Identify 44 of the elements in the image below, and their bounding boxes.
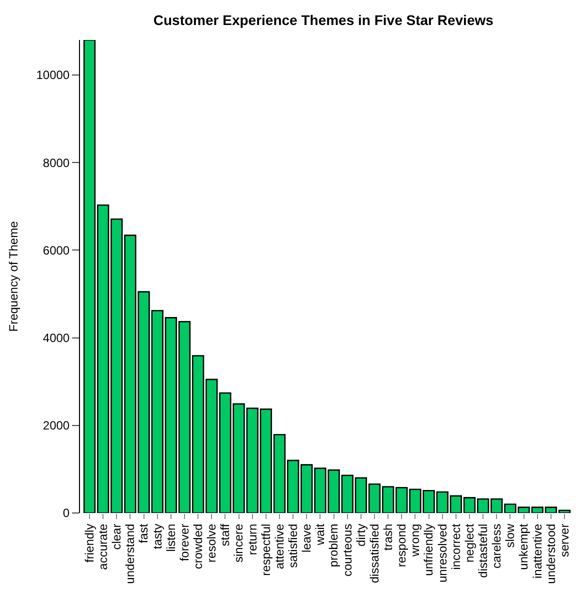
- x-tick-label: server: [557, 524, 572, 558]
- x-tick-label: incorrect: [448, 523, 463, 570]
- x-tick-label: unkempt: [516, 523, 531, 570]
- x-tick-label: careless: [490, 524, 504, 568]
- x-tick-label: crowded: [190, 524, 205, 570]
- x-tick-label: dissatisfied: [367, 524, 382, 584]
- x-tick-label: dirty: [354, 524, 368, 546]
- x-tick-label: understood: [544, 524, 558, 584]
- x-tick-label: sincere: [232, 523, 246, 562]
- x-tick-label: slow: [503, 523, 518, 548]
- x-tick-label: inattentive: [530, 523, 544, 579]
- chart-title: Customer Experience Themes in Five Star Reviews: [153, 12, 494, 28]
- x-tick-label: accurate: [96, 523, 110, 570]
- x-tick-label: listen: [164, 524, 178, 552]
- x-tick-label: clear: [110, 524, 124, 550]
- x-tick-label: unfriendly: [422, 524, 436, 576]
- x-tick-label: satisfied: [286, 524, 300, 568]
- x-tick-label: friendly: [82, 524, 96, 562]
- x-tick-label: staff: [218, 523, 232, 546]
- y-tick-label: 2000: [42, 418, 70, 433]
- y-tick-label: 8000: [42, 156, 70, 170]
- x-tick-label: attentive: [272, 523, 286, 570]
- x-tick-label: fast: [136, 523, 151, 544]
- x-tick-label: distasteful: [476, 524, 490, 578]
- x-tick-label: problem: [326, 524, 341, 568]
- x-tick-label: forever: [177, 524, 192, 562]
- x-tick-label: respond: [394, 524, 409, 568]
- x-tick-label: resolve: [204, 523, 219, 562]
- x-tick-label: unresolved: [435, 524, 450, 583]
- x-tick-label: return: [245, 524, 260, 556]
- x-tick-label: neglect: [462, 523, 476, 563]
- x-tick-label: trash: [380, 524, 395, 550]
- x-tick-label: respectful: [258, 524, 273, 576]
- x-tick-label: wait: [313, 523, 328, 546]
- x-tick-label: wrong: [408, 524, 422, 558]
- x-tick-label: courteous: [340, 524, 354, 577]
- y-tick-label: 4000: [42, 331, 70, 346]
- x-tick-label: leave: [300, 523, 314, 552]
- y-tick-label: 6000: [42, 243, 70, 258]
- y-axis-title: Frequency of Theme: [6, 220, 21, 332]
- y-tick-label: 0: [62, 506, 70, 520]
- x-tick-label: understand: [123, 524, 138, 584]
- y-tick-label: 10000: [36, 68, 70, 82]
- x-tick-label: tasty: [150, 524, 164, 550]
